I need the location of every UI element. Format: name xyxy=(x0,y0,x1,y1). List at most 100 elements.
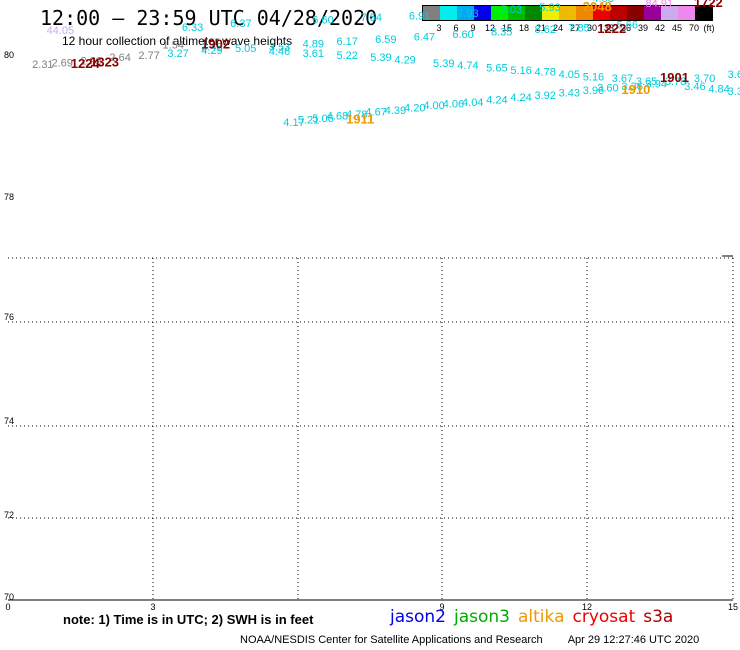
footer: NOAA/NESDIS Center for Satellite Applica… xyxy=(240,634,699,646)
wave-height-value: 4.78 xyxy=(534,67,555,79)
wave-height-value: 1.54 xyxy=(163,39,184,51)
satellite-altika: altika xyxy=(518,607,565,627)
legend-swatch xyxy=(457,6,474,20)
legend-label: 21 xyxy=(535,23,547,33)
wave-height-value: 6.47 xyxy=(414,31,435,43)
wave-height-value: 4.24 xyxy=(510,92,531,104)
wave-height-value: 4.78 xyxy=(346,109,367,121)
wave-height-value: 5.16 xyxy=(510,65,531,77)
wave-height-value: 6.37 xyxy=(230,18,251,30)
pass-time-label: 2048 xyxy=(583,0,612,14)
y-tick-label: 74 xyxy=(4,416,14,426)
legend-label: 6 xyxy=(453,23,459,33)
x-tick-label: 9 xyxy=(439,602,444,612)
legend-label: 45 xyxy=(671,23,683,33)
wave-height-value: 5.21 xyxy=(298,115,319,127)
wave-height-value: 4.20 xyxy=(404,103,425,115)
wave-height-value: 3.96 xyxy=(583,85,604,97)
wave-height-value: 2.64 xyxy=(109,52,130,64)
wave-height-value: 4.08 xyxy=(592,0,613,5)
wave-height-value: 5.65 xyxy=(486,63,507,75)
wave-height-value: 3.46 xyxy=(684,81,705,93)
x-tick-label: 0 xyxy=(5,602,10,612)
legend-swatch xyxy=(440,6,457,20)
legend-label: 24 xyxy=(552,23,564,33)
pass-time-label: 1902 xyxy=(201,36,230,51)
y-tick-label: 76 xyxy=(4,312,14,322)
pass-time-label: 1910 xyxy=(621,82,650,97)
legend-swatch xyxy=(542,6,559,20)
wave-height-value: 4.74 xyxy=(457,60,478,72)
wave-height-value: 3.70 xyxy=(694,73,715,85)
wave-height-value: 4.68 xyxy=(327,111,348,123)
map-title: 12:00 – 23:59 UTC 04/28/2020 xyxy=(40,6,378,30)
wave-height-value: 5.66 xyxy=(617,19,638,31)
wave-height-value: 3.78 xyxy=(665,76,686,88)
legend-swatch xyxy=(678,6,695,20)
legend-swatch xyxy=(576,6,593,20)
pass-time-label: 1224 xyxy=(71,56,101,71)
wave-height-value: 5.22 xyxy=(336,50,357,62)
pass-time-label: 1722 xyxy=(694,0,723,10)
wave-height-value: 7.54 xyxy=(361,12,382,24)
wave-height-value: 5.39 xyxy=(370,52,391,64)
wave-height-value: 8.35 xyxy=(491,27,512,39)
legend-label: 18 xyxy=(518,23,530,33)
legend-label: 12 xyxy=(484,23,496,33)
wave-height-value: 4.46 xyxy=(269,46,290,58)
legend-swatch xyxy=(423,6,440,20)
wave-height-value: 4.29 xyxy=(201,45,222,57)
legend-swatch xyxy=(491,6,508,20)
legend-swatch xyxy=(559,6,576,20)
legend-label: 42 xyxy=(654,23,666,33)
wave-height-value: 3.53 xyxy=(269,41,290,53)
wave-height-value: 44.05 xyxy=(47,25,75,37)
wave-height-value: 3.62 xyxy=(728,69,740,81)
wave-height-value: 2.77 xyxy=(138,50,159,62)
satellite-cryosat: cryosat xyxy=(572,607,636,627)
wave-height-value: 4.04 xyxy=(462,97,483,109)
footer-credit: NOAA/NESDIS Center for Satellite Applica… xyxy=(240,634,543,646)
y-tick-label: 70 xyxy=(4,592,14,602)
legend-label: 33 xyxy=(603,23,615,33)
wave-height-value: 3.67 xyxy=(612,73,633,85)
wave-height-value: 5.05 xyxy=(235,43,256,55)
wave-height-value: 3.92 xyxy=(534,90,555,102)
wave-height-value: 6.59 xyxy=(375,34,396,46)
legend-swatches xyxy=(422,5,713,21)
wave-height-value: 7.93 xyxy=(457,8,478,20)
legend-label: 30 xyxy=(586,23,598,33)
legend-swatch xyxy=(610,6,627,20)
legend-label: 15 xyxy=(501,23,513,33)
wave-height-value: 3.36 xyxy=(621,81,642,93)
wave-height-value: 4.17 xyxy=(283,117,304,129)
map-subtitle: 12 hour collection of altimeter wave hei… xyxy=(62,34,293,48)
legend-label: 36 xyxy=(620,23,632,33)
wave-height-value: 5.93 xyxy=(539,2,560,14)
wave-height-value: 3.65 xyxy=(636,76,657,88)
legend-label: 9 xyxy=(470,23,476,33)
wave-height-value: 3.43 xyxy=(559,87,580,99)
x-tick-label: 15 xyxy=(728,602,738,612)
wave-height-value: 2.92 xyxy=(80,55,101,67)
legend-swatch xyxy=(695,6,712,20)
legend-swatch xyxy=(474,6,491,20)
pass-time-label: 1901 xyxy=(660,70,689,85)
wave-height-value: 4.24 xyxy=(486,95,507,107)
wave-height-value: 4.29 xyxy=(394,55,415,67)
wave-height-value: 5.16 xyxy=(583,71,604,83)
footer-timestamp: Apr 29 12:27:46 UTC 2020 xyxy=(567,634,700,646)
wave-height-value: 6.17 xyxy=(336,36,357,48)
wave-height-value: 7.03 xyxy=(501,4,522,16)
legend-swatch xyxy=(644,6,661,20)
pass-time-label: 1222 xyxy=(597,21,626,36)
satellite-jason3: jason3 xyxy=(454,607,510,627)
wave-height-value: 4.67 xyxy=(365,107,386,119)
y-tick-label: 78 xyxy=(4,192,14,202)
wave-height-value: 4.84 xyxy=(708,83,729,95)
wave-height-value: 3.27 xyxy=(167,48,188,60)
wave-height-value: 2.69 xyxy=(51,57,72,69)
wave-height-value: 4.05 xyxy=(559,69,580,81)
wave-height-value: 3.94 xyxy=(646,79,667,91)
